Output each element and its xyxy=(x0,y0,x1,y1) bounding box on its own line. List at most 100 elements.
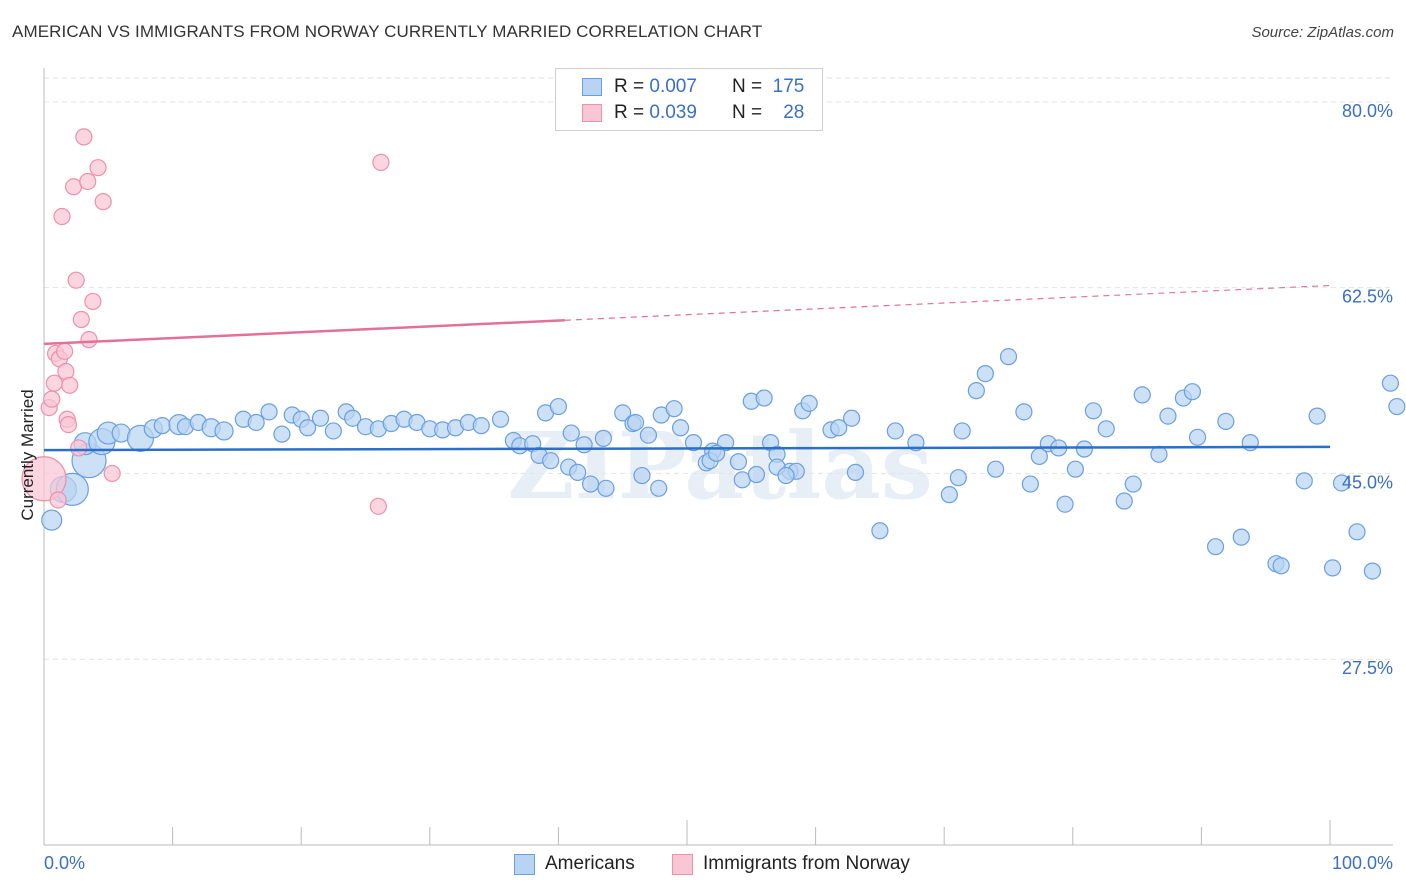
bottom-swatch-norway xyxy=(672,853,693,875)
series-norway xyxy=(21,128,390,515)
grid-lines xyxy=(44,77,1393,660)
data-point xyxy=(1075,440,1093,458)
data-point xyxy=(344,409,362,427)
legend-r-label: R = xyxy=(614,102,645,123)
data-point xyxy=(67,271,85,289)
data-point xyxy=(575,436,593,454)
data-point xyxy=(1133,386,1151,404)
bottom-swatch-americans xyxy=(514,853,535,875)
data-point xyxy=(43,390,61,408)
data-point xyxy=(1308,407,1326,425)
data-point xyxy=(755,389,773,407)
data-point xyxy=(1015,403,1033,421)
data-point xyxy=(59,415,78,434)
y-tick-label: 27.5% xyxy=(1342,658,1393,678)
data-point xyxy=(70,439,88,457)
trend-line-norway xyxy=(43,319,565,346)
data-point xyxy=(549,397,568,416)
data-point xyxy=(49,491,67,509)
legend-row-americans: R = 0.007 N = 175 xyxy=(582,75,804,99)
x-tick-label: 100.0% xyxy=(1332,853,1393,873)
data-point xyxy=(153,417,171,435)
bottom-legend-label: Americans xyxy=(545,853,635,874)
data-point xyxy=(89,159,107,177)
data-point xyxy=(1206,538,1225,556)
data-point xyxy=(369,497,387,515)
data-point xyxy=(871,522,889,540)
legend-n-value: 28 xyxy=(783,102,805,123)
data-point xyxy=(1272,557,1290,575)
legend-n-label: N = xyxy=(731,76,763,97)
legend-r-label: R = xyxy=(614,76,645,97)
data-point xyxy=(1183,383,1201,401)
data-point xyxy=(1381,374,1400,392)
data-point xyxy=(671,419,690,437)
data-point xyxy=(1217,412,1235,431)
legend-n-value: 175 xyxy=(772,76,805,97)
data-point xyxy=(324,422,342,440)
data-point xyxy=(84,292,102,311)
trend-line-americans xyxy=(43,445,1331,452)
data-point xyxy=(843,409,861,427)
source-label: Source: ZipAtlas.com xyxy=(1251,24,1394,41)
data-point xyxy=(1115,492,1133,510)
data-point xyxy=(1232,528,1250,546)
data-point xyxy=(1388,397,1406,416)
data-point xyxy=(61,376,79,394)
stats-legend: R = 0.007 N = 175 R = 0.039 N = 28 xyxy=(555,68,823,131)
data-point xyxy=(976,365,994,383)
bottom-legend-label: Immigrants from Norway xyxy=(703,853,910,874)
y-tick-label: 45.0% xyxy=(1342,472,1393,492)
data-point xyxy=(72,310,90,329)
chart-title: AMERICAN VS IMMIGRANTS FROM NORWAY CURRE… xyxy=(12,22,763,41)
data-point xyxy=(260,403,278,421)
data-point xyxy=(581,475,600,493)
data-point xyxy=(247,413,265,432)
data-point xyxy=(747,465,766,484)
data-point xyxy=(594,429,613,447)
data-point xyxy=(41,509,63,531)
data-point xyxy=(1066,460,1084,478)
data-point xyxy=(1363,562,1382,580)
data-point xyxy=(1150,445,1168,463)
data-point xyxy=(639,426,658,444)
tick-labels: 27.5% 45.0% 62.5% 80.0% 0.0% 100.0% xyxy=(44,101,1393,873)
data-point xyxy=(21,456,67,502)
data-point xyxy=(1188,428,1207,446)
data-point xyxy=(614,404,632,422)
data-point xyxy=(103,464,121,483)
data-point xyxy=(1021,475,1039,493)
data-point xyxy=(949,469,967,487)
data-point xyxy=(597,479,615,497)
data-point xyxy=(562,424,580,442)
data-point xyxy=(569,463,587,481)
data-point xyxy=(80,331,98,349)
data-point xyxy=(886,422,904,440)
y-axis-label: Currently Married xyxy=(18,389,37,520)
data-point xyxy=(987,460,1005,478)
legend-n-label: N = xyxy=(731,102,763,123)
y-tick-label: 62.5% xyxy=(1342,287,1393,307)
data-point xyxy=(1084,402,1102,420)
legend-swatch-americans xyxy=(582,78,602,96)
data-point xyxy=(777,466,795,485)
data-point xyxy=(1124,475,1142,493)
bottom-legend-norway: Immigrants from Norway xyxy=(672,851,910,877)
data-point xyxy=(542,452,560,470)
y-tick-label: 80.0% xyxy=(1342,101,1393,121)
data-point xyxy=(1332,474,1351,492)
data-point xyxy=(75,128,93,146)
data-point xyxy=(684,434,703,452)
bottom-legend-americans: Americans xyxy=(514,851,635,877)
trend-lines xyxy=(43,284,1331,452)
data-point xyxy=(907,434,925,452)
legend-swatch-norway xyxy=(582,104,602,122)
legend-r-value: 0.039 xyxy=(649,102,697,123)
data-point xyxy=(472,417,490,435)
legend-row-norway: R = 0.039 N = 28 xyxy=(582,101,804,125)
data-point xyxy=(55,342,74,360)
data-point xyxy=(830,419,848,437)
data-point xyxy=(1056,495,1074,513)
data-point xyxy=(846,463,865,481)
